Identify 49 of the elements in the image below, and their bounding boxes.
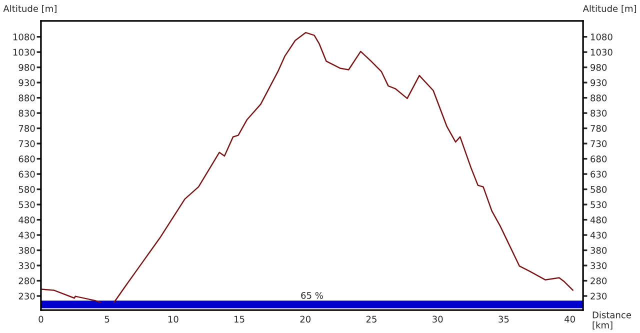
y-tick-label: 230 <box>18 292 35 300</box>
y-tick-label: 530 <box>18 201 35 208</box>
y2-tick-label: 530 <box>590 201 607 208</box>
y2-tick-label: 930 <box>590 79 607 86</box>
y2-tick-label: 280 <box>590 277 607 284</box>
y2-tick-label: 630 <box>590 170 607 178</box>
x-tick-label: 5 <box>104 316 110 323</box>
y-tick-label: 330 <box>18 262 35 270</box>
y2-tick-label: 580 <box>590 186 607 193</box>
y2-tick-label: 430 <box>590 232 607 239</box>
x-tick-label: 25 <box>366 316 376 323</box>
y2-tick-label: 480 <box>590 216 607 224</box>
x-tick-label: 40 <box>564 316 575 323</box>
y-tick-label: 780 <box>18 125 35 132</box>
y2-tick-label: 880 <box>590 94 607 102</box>
y-axis-title: Altitude [m] <box>3 4 56 14</box>
band-label: 65 % <box>301 292 323 299</box>
x-tick-label: 15 <box>234 316 244 323</box>
x-tick-label: 20 <box>300 316 311 323</box>
y-tick-label: 380 <box>18 246 35 254</box>
y2-tick-label: 380 <box>590 246 607 254</box>
y-tick-label: 580 <box>18 186 35 193</box>
y2-tick-label: 780 <box>590 125 607 132</box>
y-tick-label: 630 <box>18 170 35 178</box>
y2-tick-label: 830 <box>590 110 607 117</box>
x-tick-label: 10 <box>168 316 178 323</box>
y-tick-label: 480 <box>18 216 35 224</box>
y2-tick-label: 680 <box>590 156 607 162</box>
y-tick-label: 1080 <box>13 34 35 40</box>
y2-tick-label: 1030 <box>590 48 612 56</box>
y2-axis-title: Altitude [m] <box>582 4 636 14</box>
y-tick-label: 880 <box>18 94 35 102</box>
y-tick-label: 980 <box>18 64 35 71</box>
y2-tick-label: 330 <box>590 262 607 270</box>
y-tick-label: 430 <box>18 232 35 239</box>
y-tick-label: 830 <box>18 110 35 117</box>
x-tick-label: 0 <box>38 316 44 323</box>
y2-tick-label: 980 <box>590 64 607 71</box>
y-tick-label: 280 <box>18 277 35 284</box>
x-tick-label: 35 <box>498 316 509 323</box>
y-tick-label: 730 <box>18 140 35 148</box>
x-axis-title: Distance [km] <box>592 311 631 330</box>
x-tick-label: 30 <box>432 316 443 323</box>
y2-tick-label: 1080 <box>590 34 612 40</box>
y-tick-label: 1030 <box>13 48 35 56</box>
y2-tick-label: 730 <box>590 140 607 148</box>
y-tick-label: 680 <box>18 156 35 162</box>
y-tick-label: 930 <box>18 79 35 86</box>
y2-tick-label: 230 <box>590 292 607 300</box>
